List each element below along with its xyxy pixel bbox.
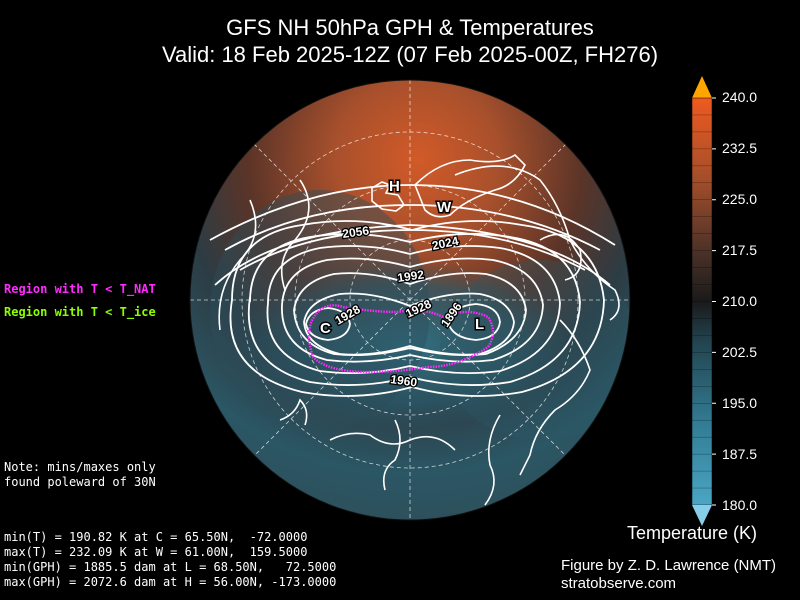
gph-max-marker: H — [389, 178, 400, 195]
colorbar-title: Temperature (K) — [627, 523, 758, 543]
legend-t-nat: Region with T < T_NAT — [4, 282, 156, 296]
colorbar-tick-label: 187.5 — [722, 446, 758, 462]
colorbar-tick-label: 195.0 — [722, 395, 758, 411]
credit-author: Figure by Z. D. Lawrence (NMT) — [561, 557, 777, 574]
colorbar-tick-label: 202.5 — [722, 344, 758, 360]
extrema-note: Note: mins/maxes only found poleward of … — [4, 460, 156, 490]
temp-min-marker: C — [320, 320, 331, 337]
legend-t-ice: Region with T < T_ice — [4, 305, 156, 319]
temp-max-marker: W — [437, 199, 452, 216]
gph-min-marker: L — [475, 316, 484, 333]
colorbar-over-arrow — [692, 76, 712, 98]
extrema-stats: min(T) = 190.82 K at C = 65.50N, -72.000… — [4, 530, 336, 590]
colorbar-tick-label: 210.0 — [722, 293, 758, 309]
stat-line: min(GPH) = 1885.5 dam at L = 68.50N, 72.… — [4, 560, 337, 574]
stat-line: max(T) = 232.09 K at W = 61.00N, 159.500… — [4, 545, 308, 559]
contour-label: 1960 — [390, 372, 419, 390]
contour-label: 1992 — [396, 267, 425, 285]
stat-line: min(T) = 190.82 K at C = 65.50N, -72.000… — [4, 530, 308, 544]
colorbar-tick-label: 217.5 — [722, 242, 758, 258]
note-line: found poleward of 30N — [4, 475, 156, 489]
credit-website: stratobserve.com — [561, 575, 677, 592]
contour-label: 2056 — [341, 223, 370, 241]
coastlines — [218, 153, 620, 506]
graticule — [190, 80, 630, 520]
figure-credit: Figure by Z. D. Lawrence (NMT) stratobse… — [561, 557, 776, 593]
page-title: GFS NH 50hPa GPH & Temperatures — [226, 15, 594, 40]
colorbar-tick-label: 180.0 — [722, 497, 758, 513]
colorbar-tick-label: 225.0 — [722, 191, 758, 207]
gph-contours — [209, 184, 616, 397]
t-nat-region — [307, 304, 495, 374]
colorbar-under-arrow — [692, 505, 712, 526]
colorbar-tick-label: 232.5 — [722, 140, 758, 156]
temperature-colorbar — [691, 76, 716, 526]
page-subtitle: Valid: 18 Feb 2025-12Z (07 Feb 2025-00Z,… — [161, 42, 659, 67]
note-line: Note: mins/maxes only — [4, 460, 156, 474]
colorbar-tick-label: 240.0 — [722, 89, 758, 105]
stat-line: max(GPH) = 2072.6 dam at H = 56.00N, -17… — [4, 575, 337, 589]
